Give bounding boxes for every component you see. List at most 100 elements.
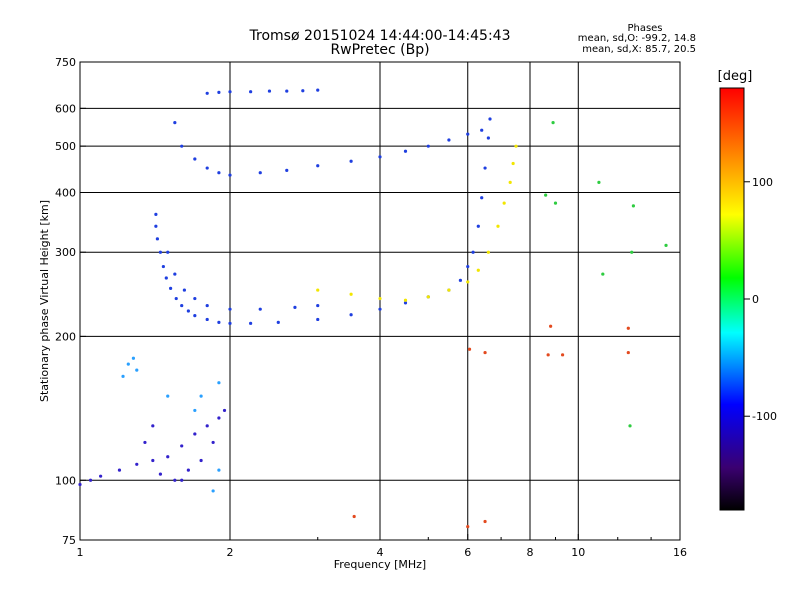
data-point	[135, 368, 139, 372]
data-point	[258, 307, 262, 311]
data-point	[511, 161, 515, 166]
data-point	[155, 237, 160, 241]
data-point	[205, 424, 209, 428]
data-point	[228, 90, 232, 94]
data-point	[222, 408, 227, 413]
axis-ticks: 1 2 4 6 8 10 16 75 100 200 300 400 500 600 750	[55, 56, 687, 559]
data-point	[228, 173, 232, 177]
chart-subtitle: RwPretec (Bp)	[330, 42, 429, 58]
data-point	[301, 89, 305, 93]
data-point	[211, 440, 215, 445]
x-tick-label: 10	[571, 546, 585, 559]
data-point	[378, 307, 382, 311]
data-point	[486, 136, 490, 140]
data-point	[597, 180, 601, 184]
data-point	[180, 478, 184, 482]
data-point	[551, 121, 555, 125]
data-point	[158, 250, 163, 254]
data-point	[228, 307, 232, 311]
data-point	[403, 149, 408, 153]
data-point	[217, 468, 221, 472]
data-point	[476, 224, 480, 228]
data-point	[228, 321, 232, 325]
data-point	[403, 301, 408, 305]
data-point	[193, 432, 197, 436]
data-point	[180, 444, 184, 448]
data-point	[121, 374, 125, 378]
data-point	[447, 288, 451, 292]
data-points	[78, 88, 668, 529]
data-point	[217, 416, 221, 420]
data-point	[205, 166, 209, 170]
data-point	[151, 458, 155, 463]
data-point	[78, 482, 82, 487]
data-point	[193, 408, 197, 413]
colorbar	[719, 87, 745, 511]
data-point	[161, 264, 165, 269]
data-point	[488, 117, 492, 121]
data-point	[135, 462, 139, 466]
phase-stats-x: mean, sd,X: 85.7, 20.5	[582, 44, 696, 55]
x-axis-label: Frequency [MHz]	[334, 558, 426, 571]
colorbar-ticks: 100 0 -100	[744, 176, 777, 423]
data-point	[483, 519, 487, 524]
data-point	[664, 243, 668, 248]
data-point	[217, 320, 221, 324]
data-point	[173, 478, 177, 482]
data-point	[293, 305, 297, 309]
data-point	[217, 90, 221, 94]
data-point	[205, 91, 209, 95]
colorbar-tick-label: -100	[752, 410, 777, 423]
data-point	[99, 474, 103, 478]
data-point	[426, 144, 430, 148]
data-point	[117, 468, 122, 472]
data-point	[466, 264, 470, 269]
grid-lines	[80, 62, 680, 540]
y-tick-label: 300	[55, 246, 76, 259]
data-point	[352, 514, 356, 519]
data-point	[164, 276, 168, 280]
y-tick-label: 75	[62, 534, 76, 547]
data-point	[467, 347, 472, 351]
data-point	[631, 204, 635, 208]
data-point	[502, 201, 506, 205]
data-point	[131, 356, 136, 360]
data-point	[426, 295, 430, 299]
data-point	[174, 296, 178, 301]
data-point	[626, 326, 630, 330]
data-point	[483, 166, 487, 170]
data-point	[316, 317, 320, 322]
data-point	[316, 303, 320, 308]
data-point	[267, 89, 272, 93]
y-tick-label: 200	[55, 330, 76, 343]
data-point	[169, 286, 173, 291]
phase-stats-o: mean, sd,O: -99.2, 14.8	[578, 33, 696, 44]
data-point	[211, 489, 215, 493]
data-point	[217, 171, 221, 175]
data-point	[158, 472, 163, 476]
data-point	[249, 321, 253, 325]
data-point	[154, 212, 158, 216]
data-point	[205, 303, 209, 308]
data-point	[199, 394, 203, 398]
data-point	[166, 455, 170, 459]
data-point	[560, 353, 565, 357]
data-point	[553, 201, 558, 205]
data-point	[285, 89, 289, 93]
data-point	[466, 132, 470, 136]
data-point	[544, 193, 548, 197]
y-tick-label: 400	[55, 186, 76, 199]
data-point	[126, 362, 130, 366]
data-point	[447, 138, 451, 142]
data-point	[180, 303, 184, 308]
data-point	[258, 171, 262, 175]
y-tick-label: 600	[55, 102, 76, 115]
data-point	[276, 320, 280, 324]
x-tick-label: 2	[227, 546, 234, 559]
data-point	[205, 317, 209, 322]
data-point	[166, 250, 170, 254]
data-point	[173, 121, 177, 125]
data-point	[193, 296, 197, 301]
data-point	[173, 272, 177, 276]
